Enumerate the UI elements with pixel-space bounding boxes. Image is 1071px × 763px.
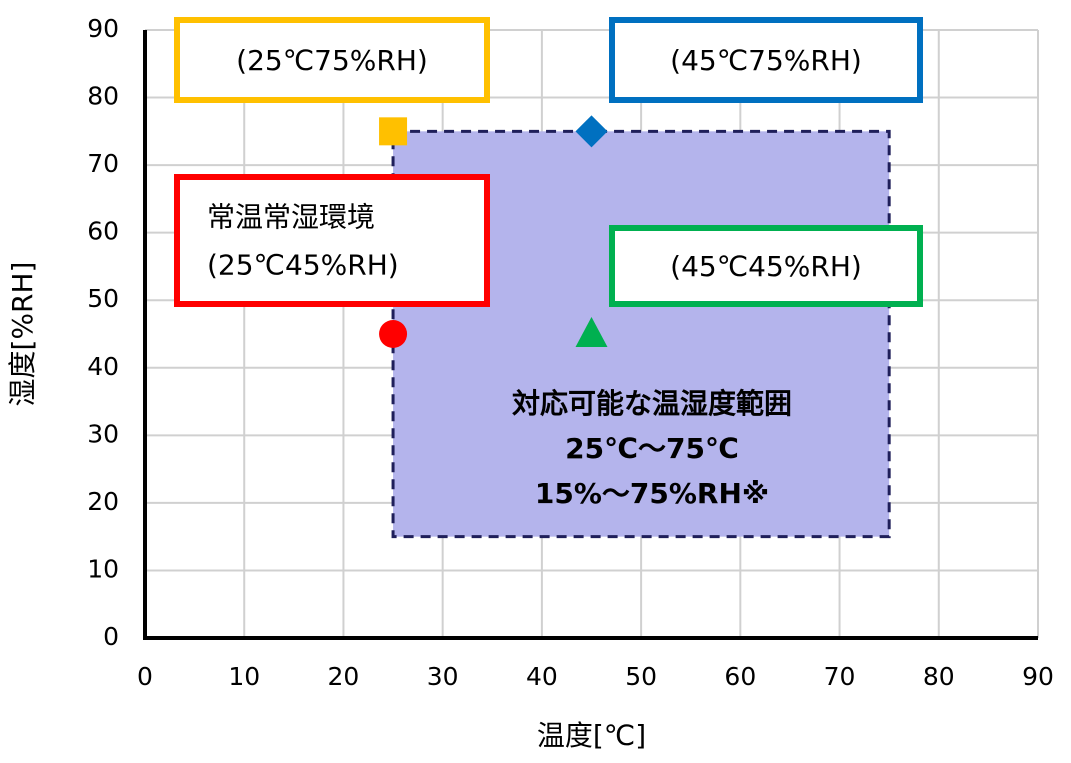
y-tick-label: 80 xyxy=(87,82,119,111)
y-tick-label: 50 xyxy=(87,284,119,313)
x-tick-label: 30 xyxy=(427,662,459,691)
x-tick-label: 60 xyxy=(724,662,756,691)
y-tick-label: 10 xyxy=(87,554,119,583)
y-tick-label: 0 xyxy=(103,622,119,651)
y-axis-title: 湿度[%RH] xyxy=(6,262,39,407)
y-tick-label: 90 xyxy=(87,14,119,43)
x-tick-label: 40 xyxy=(526,662,558,691)
marker xyxy=(379,320,408,348)
annotation-text: (25℃75%RH) xyxy=(236,44,428,77)
y-tick-label: 70 xyxy=(87,149,119,178)
y-tick-label: 30 xyxy=(87,419,119,448)
marker xyxy=(575,317,608,347)
annotation-text: (45℃75%RH) xyxy=(670,44,862,77)
y-tick-label: 20 xyxy=(87,487,119,516)
region-label: 25℃～75℃ xyxy=(565,432,739,465)
x-tick-label: 10 xyxy=(228,662,260,691)
x-tick-label: 0 xyxy=(137,662,153,691)
marker xyxy=(575,115,608,148)
region-label: 対応可能な温湿度範囲 xyxy=(512,387,792,420)
annotation-box xyxy=(174,17,490,103)
x-tick-label: 90 xyxy=(1022,662,1054,691)
annotation-text: (25℃45%RH) xyxy=(207,249,399,282)
x-tick-label: 80 xyxy=(923,662,955,691)
y-tick-label: 60 xyxy=(87,217,119,246)
x-tick-label: 50 xyxy=(625,662,657,691)
annotation-text: 常温常湿環境 xyxy=(207,201,375,234)
x-tick-label: 70 xyxy=(824,662,856,691)
annotation-box xyxy=(609,17,923,103)
annotation-box xyxy=(174,174,490,307)
marker xyxy=(379,117,408,146)
region-label: 15%～75%RH※ xyxy=(535,477,769,510)
y-tick-label: 40 xyxy=(87,352,119,381)
annotation-box xyxy=(609,225,923,307)
x-axis-title: 温度[℃] xyxy=(537,719,646,752)
annotation-text: (45℃45%RH) xyxy=(670,250,862,283)
x-tick-label: 20 xyxy=(328,662,360,691)
